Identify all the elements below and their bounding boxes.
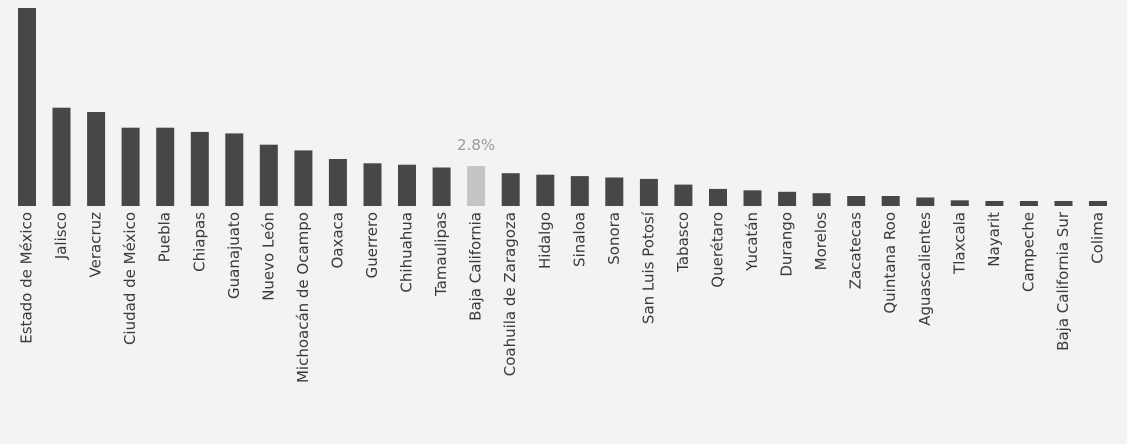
bar-campeche [1019, 201, 1038, 206]
bar-jalisco [52, 107, 71, 206]
bar-estado-de-m-xico [18, 8, 36, 206]
tick-label: Michoacán de Ocampo [294, 212, 312, 383]
bar-coahuila-de-zaragoza [501, 173, 520, 206]
tick-label: Baja California [467, 212, 485, 321]
tick-label: Baja California Sur [1054, 211, 1072, 351]
bar-baja-california [467, 166, 486, 206]
tick-label: Puebla [156, 212, 174, 262]
bar-ciudad-de-m-xico [121, 127, 140, 206]
tick-label: Morelos [812, 212, 830, 271]
tick-label: Tlaxcala [950, 212, 968, 275]
bar-chiapas [190, 131, 209, 206]
tick-label: Chiapas [190, 212, 208, 272]
bar-colima [1089, 201, 1107, 206]
bar-baja-california-sur [1054, 201, 1073, 206]
bar-michoac-n-de-ocampo [294, 150, 313, 206]
bar-morelos [812, 193, 831, 206]
bar-quer-taro [709, 188, 727, 206]
bar-tlaxcala [950, 200, 969, 206]
bar-hidalgo [536, 174, 555, 206]
bar-durango [778, 191, 797, 206]
category-labels: Estado de México Jalisco Veracruz Ciudad de… [18, 211, 1107, 383]
bar-tabasco [674, 184, 693, 206]
tick-label: Colima [1089, 212, 1107, 264]
bar-san-luis-potos- [639, 178, 658, 206]
tick-label: Guerrero [363, 212, 381, 278]
tick-label: Ciudad de México [121, 212, 139, 345]
tick-label: Jalisco [52, 212, 70, 260]
tick-label: Aguascalientes [916, 212, 934, 326]
bar-sonora [605, 177, 624, 206]
tick-label: Tabasco [674, 212, 692, 273]
tick-label: Veracruz [87, 212, 105, 278]
bar-tamaulipas [432, 167, 451, 206]
tick-label: San Luis Potosí [639, 211, 657, 324]
bars-layer [18, 8, 1107, 206]
tick-label: Hidalgo [536, 212, 554, 269]
bar-veracruz [87, 112, 106, 206]
bar-sinaloa [570, 176, 589, 206]
bar-aguascalientes [916, 197, 935, 206]
tick-label: Zacatecas [847, 212, 865, 289]
tick-label: Quintana Roo [881, 212, 899, 314]
tick-label: Oaxaca [328, 212, 346, 269]
tick-label: Tamaulipas [432, 212, 450, 297]
tick-label: Querétaro [709, 212, 727, 288]
bar-yucat-n [743, 190, 762, 206]
bar-nuevo-le-n [259, 144, 278, 206]
bar-oaxaca [328, 159, 347, 206]
bar-zacatecas [847, 196, 866, 206]
tick-label: Nuevo León [259, 212, 277, 301]
bar-guanajuato [225, 133, 244, 206]
bar-chihuahua [398, 164, 416, 206]
tick-label: Sonora [605, 212, 623, 265]
tick-label: Nayarit [985, 212, 1003, 267]
tick-label: Estado de México [18, 212, 36, 344]
bar-guerrero [363, 163, 382, 206]
tick-label: Chihuahua [398, 212, 416, 293]
tick-label: Guanajuato [225, 212, 243, 299]
tick-label: Campeche [1019, 212, 1037, 292]
tick-label: Yucatán [743, 212, 761, 272]
highlight-data-label: 2.8% [457, 136, 495, 154]
bar-quintana-roo [881, 196, 900, 206]
bar-nayarit [985, 201, 1004, 206]
bar-puebla [156, 127, 175, 206]
tick-label: Sinaloa [570, 212, 588, 267]
tick-label: Coahuila de Zaragoza [501, 212, 519, 376]
tick-label: Durango [778, 212, 796, 277]
